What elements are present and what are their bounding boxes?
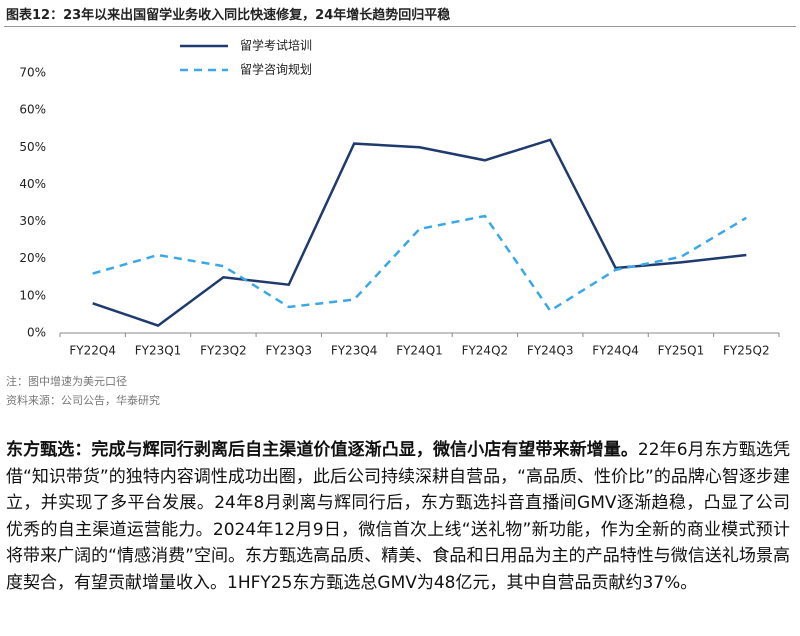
series-line — [92, 214, 747, 313]
x-tick-label: FY25Q1 — [658, 344, 705, 358]
legend-label: 留学咨询规划 — [240, 62, 312, 77]
series-line — [92, 138, 747, 327]
x-tick-label: FY22Q4 — [69, 344, 116, 358]
paragraph: 22年6月东方甄选凭借“知识带货”的独特内容调性成功出圈，此后公司持续深耕自营品… — [6, 440, 791, 593]
lead: 东方甄选：完成与辉同行剥离后自主渠道价值逐渐凸显，微信小店有望带来新增量。 — [6, 440, 638, 460]
x-tick-label: FY23Q4 — [331, 344, 378, 358]
y-tick-label: 60% — [19, 103, 46, 117]
y-tick-label: 0% — [27, 326, 46, 340]
legend-label: 留学考试培训 — [240, 38, 312, 53]
y-tick-label: 50% — [19, 140, 46, 154]
y-tick-label: 20% — [19, 251, 46, 265]
x-tick-label: FY23Q2 — [200, 344, 247, 358]
x-tick-label: FY23Q1 — [135, 344, 182, 358]
x-tick-label: FY24Q3 — [527, 344, 574, 358]
x-tick-label: FY25Q2 — [723, 344, 770, 358]
body-text: 东方甄选：完成与辉同行剥离后自主渠道价值逐渐凸显，微信小店有望带来新增量。22年… — [6, 437, 790, 597]
note: 注：图中增速为美元口径 — [6, 375, 127, 388]
x-tick-label: FY23Q3 — [265, 344, 312, 358]
y-tick-label: 40% — [19, 177, 46, 191]
figure-title: 图表12：23年以来出国留学业务收入同比快速修复，24年增长趋势回归平稳 — [6, 8, 451, 23]
x-tick-label: FY24Q2 — [462, 344, 509, 358]
source: 资料来源：公司公告，华泰研究 — [6, 394, 160, 407]
y-tick-label: 10% — [19, 288, 46, 302]
y-tick-label: 30% — [19, 214, 46, 228]
y-tick-label: 70% — [19, 66, 46, 80]
chart: 0% 10% 20% 30% 40% 50% 60% 70% FY22Q4 FY23Q1 FY23Q… — [19, 38, 780, 358]
x-tick-label: FY24Q1 — [396, 344, 443, 358]
rule — [4, 26, 796, 27]
x-tick-label: FY24Q4 — [592, 344, 639, 358]
